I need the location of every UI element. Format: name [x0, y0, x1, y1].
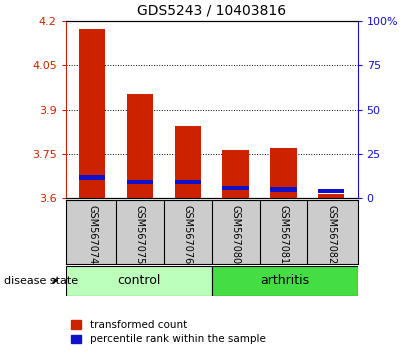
Bar — [79, 29, 105, 198]
Bar — [222, 149, 249, 198]
Bar — [175, 180, 201, 184]
Legend: transformed count, percentile rank within the sample: transformed count, percentile rank withi… — [71, 320, 266, 344]
Bar — [66, 266, 212, 296]
Text: GSM567080: GSM567080 — [231, 205, 240, 264]
Bar — [318, 188, 344, 193]
Bar — [318, 194, 344, 198]
Title: GDS5243 / 10403816: GDS5243 / 10403816 — [137, 3, 286, 17]
Bar — [270, 148, 297, 198]
Text: GSM567075: GSM567075 — [135, 205, 145, 264]
Bar — [212, 266, 358, 296]
Text: control: control — [117, 274, 160, 287]
Bar — [270, 187, 297, 192]
Bar — [79, 175, 105, 180]
Bar — [127, 180, 153, 184]
Bar — [222, 185, 249, 190]
Text: GSM567081: GSM567081 — [278, 205, 289, 264]
Text: GSM567074: GSM567074 — [87, 205, 97, 264]
Bar — [175, 126, 201, 198]
Text: arthritis: arthritis — [260, 274, 309, 287]
Text: disease state: disease state — [4, 275, 78, 286]
Text: GSM567082: GSM567082 — [326, 205, 336, 264]
Text: GSM567076: GSM567076 — [183, 205, 193, 264]
Bar — [127, 93, 153, 198]
